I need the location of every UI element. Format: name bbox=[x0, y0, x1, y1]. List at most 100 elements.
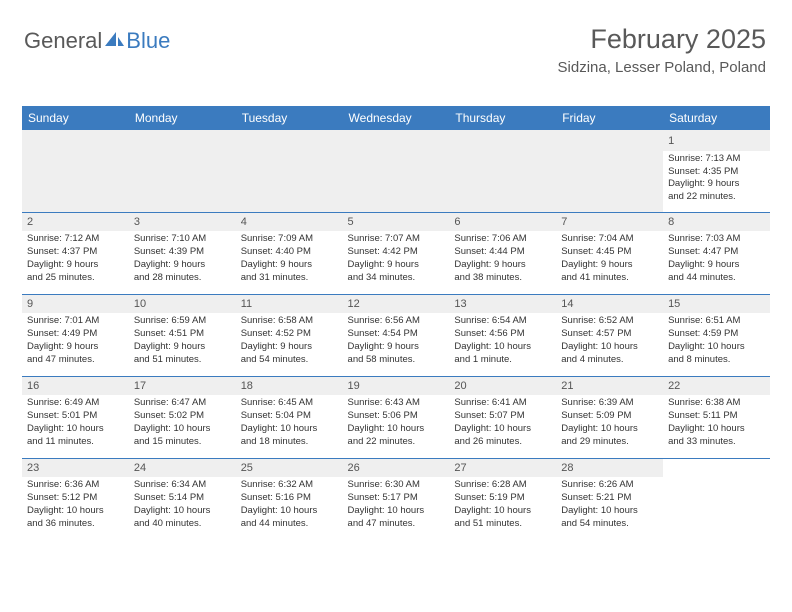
day-info-line: Sunrise: 6:32 AM bbox=[241, 479, 338, 492]
day-info-line: and 8 minutes. bbox=[668, 354, 765, 367]
day-info-line: Sunset: 4:42 PM bbox=[348, 246, 445, 259]
day-info-line: Sunrise: 6:41 AM bbox=[454, 397, 551, 410]
day-info-line: Daylight: 10 hours bbox=[561, 423, 658, 436]
day-info-line: and 22 minutes. bbox=[348, 436, 445, 449]
day-number: 21 bbox=[561, 380, 573, 392]
day-info-line: Sunrise: 7:03 AM bbox=[668, 233, 765, 246]
day-info-line: Sunrise: 7:09 AM bbox=[241, 233, 338, 246]
day-number: 11 bbox=[241, 298, 252, 310]
day-info-line: Sunset: 4:39 PM bbox=[134, 246, 231, 259]
calendar-day-cell: 14Sunrise: 6:52 AMSunset: 4:57 PMDayligh… bbox=[556, 294, 663, 376]
day-header: Thursday bbox=[449, 106, 556, 130]
day-info-line: Daylight: 10 hours bbox=[27, 505, 124, 518]
day-info-line: and 51 minutes. bbox=[134, 354, 231, 367]
day-number: 4 bbox=[241, 216, 247, 228]
day-info-line: Sunset: 5:07 PM bbox=[454, 410, 551, 423]
day-info-line: Daylight: 9 hours bbox=[348, 259, 445, 272]
day-info-line: Sunset: 4:45 PM bbox=[561, 246, 658, 259]
logo-text-2: Blue bbox=[126, 28, 170, 54]
calendar-day-cell: 9Sunrise: 7:01 AMSunset: 4:49 PMDaylight… bbox=[22, 294, 129, 376]
day-info-line: Sunrise: 7:07 AM bbox=[348, 233, 445, 246]
day-number: 8 bbox=[668, 216, 674, 228]
calendar-day-cell: 3Sunrise: 7:10 AMSunset: 4:39 PMDaylight… bbox=[129, 212, 236, 294]
day-info-line: Sunrise: 7:13 AM bbox=[668, 153, 765, 166]
calendar-day-cell: 6Sunrise: 7:06 AMSunset: 4:44 PMDaylight… bbox=[449, 212, 556, 294]
day-info-line: and 58 minutes. bbox=[348, 354, 445, 367]
day-info-line: Sunset: 5:17 PM bbox=[348, 492, 445, 505]
page-header: February 2025 Sidzina, Lesser Poland, Po… bbox=[558, 24, 766, 76]
day-info-line: and 15 minutes. bbox=[134, 436, 231, 449]
day-number: 6 bbox=[454, 216, 460, 228]
day-header-row: Sunday Monday Tuesday Wednesday Thursday… bbox=[22, 106, 770, 130]
day-info-line: Daylight: 10 hours bbox=[454, 423, 551, 436]
day-info-line: and 4 minutes. bbox=[561, 354, 658, 367]
day-info-line: and 47 minutes. bbox=[27, 354, 124, 367]
day-info-line: Sunset: 4:51 PM bbox=[134, 328, 231, 341]
day-info-line: Sunset: 4:40 PM bbox=[241, 246, 338, 259]
day-header: Sunday bbox=[22, 106, 129, 130]
logo-sail-icon bbox=[105, 28, 125, 54]
calendar-day-cell bbox=[556, 130, 663, 212]
day-info-line: Sunset: 4:56 PM bbox=[454, 328, 551, 341]
day-info-line: Daylight: 9 hours bbox=[27, 259, 124, 272]
calendar-week-row: 2Sunrise: 7:12 AMSunset: 4:37 PMDaylight… bbox=[22, 212, 770, 294]
calendar-day-cell: 15Sunrise: 6:51 AMSunset: 4:59 PMDayligh… bbox=[663, 294, 770, 376]
day-header: Monday bbox=[129, 106, 236, 130]
day-info-line: Sunrise: 6:52 AM bbox=[561, 315, 658, 328]
day-info-line: Sunrise: 6:38 AM bbox=[668, 397, 765, 410]
day-info-line: Sunrise: 6:51 AM bbox=[668, 315, 765, 328]
day-info-line: and 33 minutes. bbox=[668, 436, 765, 449]
day-info-line: Sunset: 4:52 PM bbox=[241, 328, 338, 341]
day-info-line: Daylight: 10 hours bbox=[241, 423, 338, 436]
day-number: 27 bbox=[454, 462, 466, 474]
calendar-day-cell bbox=[449, 130, 556, 212]
calendar-day-cell: 21Sunrise: 6:39 AMSunset: 5:09 PMDayligh… bbox=[556, 376, 663, 458]
day-info-line: Sunrise: 6:56 AM bbox=[348, 315, 445, 328]
day-info-line: Sunset: 4:44 PM bbox=[454, 246, 551, 259]
day-info-line: and 26 minutes. bbox=[454, 436, 551, 449]
logo: General Blue bbox=[24, 28, 170, 54]
day-info-line: and 18 minutes. bbox=[241, 436, 338, 449]
calendar-day-cell: 18Sunrise: 6:45 AMSunset: 5:04 PMDayligh… bbox=[236, 376, 343, 458]
calendar-day-cell: 7Sunrise: 7:04 AMSunset: 4:45 PMDaylight… bbox=[556, 212, 663, 294]
day-info-line: Daylight: 9 hours bbox=[668, 259, 765, 272]
day-number: 20 bbox=[454, 380, 466, 392]
day-info-line: Daylight: 10 hours bbox=[134, 423, 231, 436]
day-info-line: and 51 minutes. bbox=[454, 518, 551, 531]
calendar-day-cell: 10Sunrise: 6:59 AMSunset: 4:51 PMDayligh… bbox=[129, 294, 236, 376]
day-info-line: Sunset: 4:54 PM bbox=[348, 328, 445, 341]
day-info-line: Daylight: 9 hours bbox=[668, 178, 765, 191]
day-number: 24 bbox=[134, 462, 146, 474]
day-info-line: Daylight: 10 hours bbox=[454, 505, 551, 518]
day-info-line: Sunrise: 7:10 AM bbox=[134, 233, 231, 246]
day-number: 2 bbox=[27, 216, 33, 228]
day-info-line: Sunrise: 7:01 AM bbox=[27, 315, 124, 328]
day-info-line: Daylight: 9 hours bbox=[561, 259, 658, 272]
day-number: 13 bbox=[454, 298, 466, 310]
day-info-line: Sunrise: 7:06 AM bbox=[454, 233, 551, 246]
calendar-day-cell bbox=[663, 458, 770, 540]
calendar-day-cell: 25Sunrise: 6:32 AMSunset: 5:16 PMDayligh… bbox=[236, 458, 343, 540]
day-number: 25 bbox=[241, 462, 253, 474]
day-info-line: Sunrise: 6:34 AM bbox=[134, 479, 231, 492]
day-number: 5 bbox=[348, 216, 354, 228]
day-info-line: Daylight: 9 hours bbox=[27, 341, 124, 354]
day-info-line: and 44 minutes. bbox=[668, 272, 765, 285]
day-number: 17 bbox=[134, 380, 146, 392]
calendar-day-cell bbox=[22, 130, 129, 212]
calendar-day-cell bbox=[236, 130, 343, 212]
day-info-line: and 47 minutes. bbox=[348, 518, 445, 531]
day-info-line: and 22 minutes. bbox=[668, 191, 765, 204]
day-number: 9 bbox=[27, 298, 33, 310]
day-number: 18 bbox=[241, 380, 253, 392]
day-number: 7 bbox=[561, 216, 567, 228]
day-number: 23 bbox=[27, 462, 39, 474]
calendar-day-cell: 24Sunrise: 6:34 AMSunset: 5:14 PMDayligh… bbox=[129, 458, 236, 540]
day-info-line: Daylight: 10 hours bbox=[348, 505, 445, 518]
day-number: 16 bbox=[27, 380, 39, 392]
day-number: 19 bbox=[348, 380, 360, 392]
day-number: 1 bbox=[668, 135, 674, 147]
day-info-line: Sunrise: 6:28 AM bbox=[454, 479, 551, 492]
day-info-line: Daylight: 10 hours bbox=[668, 341, 765, 354]
day-info-line: Sunset: 4:37 PM bbox=[27, 246, 124, 259]
